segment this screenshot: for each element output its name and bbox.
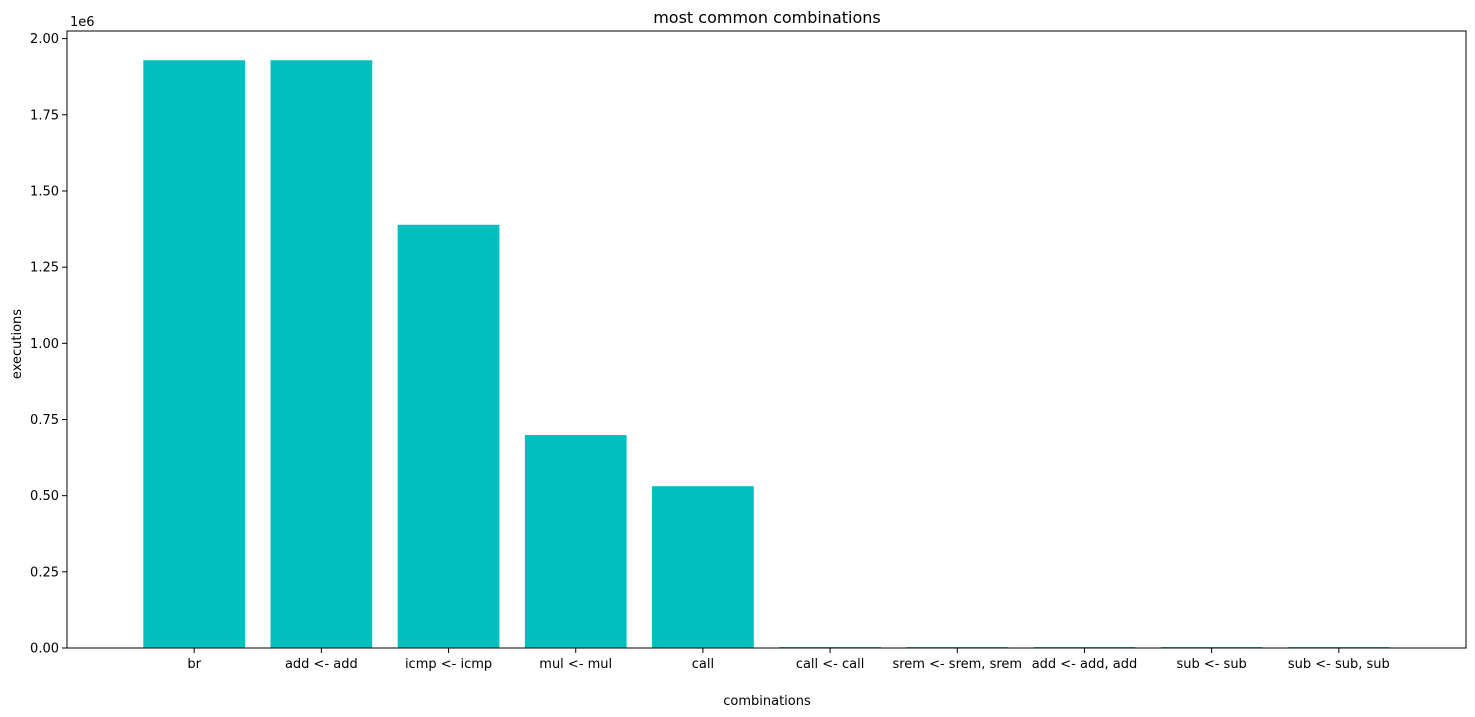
y-tick-label: 1.75: [30, 108, 59, 123]
y-ticks: 0.00 0.25 0.50 0.75 1.00 1.25 1.50 1.75 2.00: [30, 32, 67, 657]
y-axis-offset-text: 1e6: [70, 15, 95, 30]
x-tick-label: sub <- sub: [1176, 657, 1246, 672]
x-tick-label: srem <- srem, srem: [892, 657, 1022, 672]
y-tick-label: 0.50: [30, 489, 59, 504]
y-tick-label: 0.75: [30, 413, 59, 428]
x-ticks: br add <- add icmp <- icmp mul <- mul call ca…: [187, 648, 1390, 672]
y-tick-label: 1.25: [30, 261, 59, 276]
bar: [143, 60, 246, 649]
x-tick-label: add <- add: [285, 657, 358, 672]
x-tick-label: call <- call: [796, 657, 865, 672]
x-tick-label: icmp <- icmp: [405, 657, 492, 672]
y-tick-label: 0.25: [30, 565, 59, 580]
x-tick-label: mul <- mul: [539, 657, 612, 672]
plot-frame: [66, 30, 1467, 649]
y-tick-label: 2.00: [30, 32, 59, 47]
y-tick-label: 1.50: [30, 184, 59, 199]
bar: [652, 486, 754, 648]
bars-layer: [143, 60, 1390, 649]
x-axis-label: combinations: [723, 694, 811, 709]
x-tick-label: sub <- sub, sub: [1288, 657, 1390, 672]
chart-title: most common combinations: [653, 8, 881, 27]
x-tick-label: add <- add, add: [1032, 657, 1138, 672]
x-tick-label: br: [187, 657, 201, 672]
y-tick-label: 1.00: [30, 337, 59, 352]
bar: [397, 224, 500, 649]
bar: [524, 435, 627, 648]
x-tick-label: call: [692, 657, 714, 672]
bar: [270, 60, 373, 649]
y-tick-label: 0.00: [30, 642, 59, 657]
y-axis-label: executions: [10, 309, 25, 379]
